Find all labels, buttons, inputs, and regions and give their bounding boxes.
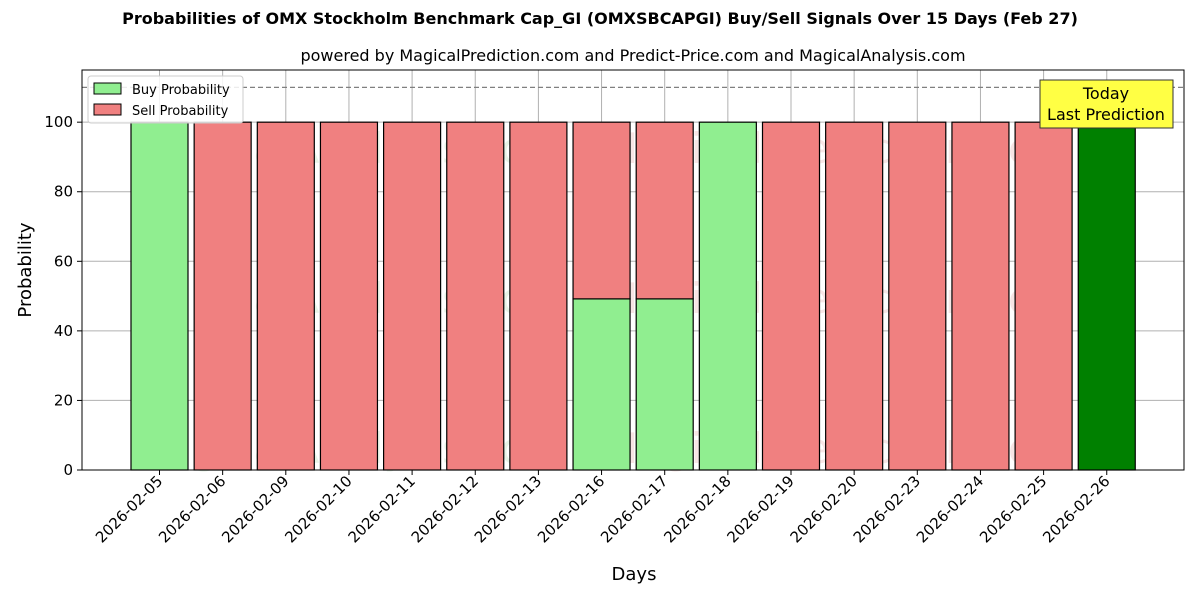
sell-bar <box>951 121 1010 471</box>
x-tick-label: 2026-02-25 <box>976 472 1050 546</box>
buy-bar <box>635 298 694 471</box>
buy-bar <box>698 121 757 471</box>
y-tick-label: 40 <box>54 322 73 340</box>
y-tick-label: 20 <box>54 391 73 409</box>
today-annotation-box <box>1039 79 1174 129</box>
legend-label-buy: Buy Probability <box>132 83 230 98</box>
sell-bar <box>825 121 884 471</box>
x-tick-label: 2026-02-26 <box>1039 472 1113 546</box>
legend-box <box>87 75 244 124</box>
sell-bar <box>319 121 379 471</box>
x-tick-label: 2026-02-23 <box>850 472 924 546</box>
y-tick-label: 0 <box>63 461 73 479</box>
today-annotation-line1: Today <box>1082 84 1129 103</box>
x-tick-label: 2026-02-11 <box>345 472 419 546</box>
y-axis-label: Probability <box>15 222 36 317</box>
sell-bar <box>193 121 252 471</box>
sell-bar <box>761 121 821 471</box>
buy-bar <box>130 121 189 471</box>
sell-bar <box>635 121 694 300</box>
today-annotation-line2: Last Prediction <box>1047 105 1165 124</box>
x-tick-label: 2026-02-17 <box>597 472 671 546</box>
buy-bar <box>572 298 631 471</box>
sell-bar <box>888 121 947 471</box>
legend-swatch-buy <box>93 82 122 95</box>
x-tick-label: 2026-02-06 <box>155 472 229 546</box>
chart-title: Probabilities of OMX Stockholm Benchmark… <box>122 9 1078 28</box>
x-tick-label: 2026-02-20 <box>787 472 861 546</box>
sell-bar <box>383 121 442 471</box>
buy-bar <box>1077 121 1136 471</box>
y-tick-label: 100 <box>44 113 73 131</box>
sell-bar <box>256 121 315 471</box>
x-tick-label: 2026-02-09 <box>218 472 292 546</box>
y-tick-label: 80 <box>54 183 73 201</box>
sell-bar <box>1014 121 1073 471</box>
legend-label-sell: Sell Probability <box>132 104 229 119</box>
x-tick-label: 2026-02-16 <box>534 472 608 546</box>
sell-bar <box>572 121 631 300</box>
x-tick-label: 2026-02-18 <box>660 472 734 546</box>
x-tick-label: 2026-02-05 <box>92 472 166 546</box>
legend-swatch-sell <box>93 103 122 116</box>
sell-bar <box>446 121 505 471</box>
y-tick-label: 60 <box>54 252 73 270</box>
x-tick-label: 2026-02-13 <box>471 472 545 546</box>
plot-frame <box>81 69 1185 471</box>
x-tick-label: 2026-02-19 <box>723 472 797 546</box>
x-tick-label: 2026-02-12 <box>408 472 482 546</box>
chart-subtitle: powered by MagicalPrediction.com and Pre… <box>300 46 966 65</box>
x-tick-label: 2026-02-10 <box>281 472 355 546</box>
sell-bar <box>509 121 568 471</box>
x-tick-label: 2026-02-24 <box>913 472 987 546</box>
x-axis-label: Days <box>612 564 657 585</box>
